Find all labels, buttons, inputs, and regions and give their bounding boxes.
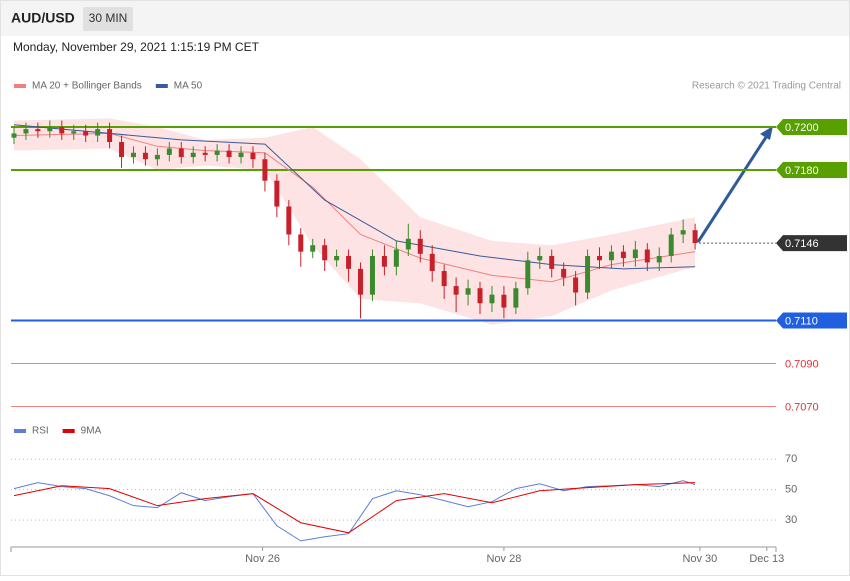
level-label: 0.7180 bbox=[785, 165, 819, 177]
candle-body bbox=[119, 142, 125, 158]
legend-swatch bbox=[14, 429, 26, 433]
rsi-line bbox=[13, 482, 696, 534]
candle-body bbox=[501, 294, 507, 308]
candle-body bbox=[632, 249, 638, 259]
candle-body bbox=[83, 131, 89, 136]
ma-line bbox=[13, 132, 696, 283]
candle-body bbox=[226, 150, 232, 158]
candle-body bbox=[692, 230, 698, 244]
candle-body bbox=[262, 159, 268, 181]
legend-label: RSI bbox=[32, 426, 49, 437]
level-label: 0.7110 bbox=[785, 315, 818, 327]
candle-body bbox=[154, 154, 160, 160]
candle-body bbox=[178, 148, 184, 158]
candle-body bbox=[465, 288, 471, 295]
legend-label: MA 20 + Bollinger Bands bbox=[32, 81, 142, 92]
candle-body bbox=[23, 129, 29, 134]
candle-body bbox=[417, 238, 423, 254]
candle-body bbox=[238, 152, 244, 158]
legend-swatch bbox=[14, 84, 26, 88]
candle-body bbox=[537, 255, 543, 261]
candle-body bbox=[597, 255, 603, 261]
symbol: AUD/USD bbox=[11, 10, 75, 26]
x-tick-label: Nov 28 bbox=[486, 553, 521, 565]
arrow-head bbox=[760, 126, 773, 140]
candle-body bbox=[322, 245, 328, 261]
interval[interactable]: 30 MIN bbox=[89, 11, 128, 25]
candle-body bbox=[107, 129, 113, 143]
candle-body bbox=[274, 180, 280, 207]
candle-body bbox=[393, 249, 399, 267]
candle-body bbox=[429, 253, 435, 272]
legend-label: 9MA bbox=[81, 426, 102, 437]
candle-body bbox=[441, 271, 447, 287]
candle-body bbox=[668, 234, 674, 256]
candle-body bbox=[358, 268, 364, 295]
candle-body bbox=[585, 255, 591, 293]
candle-body bbox=[608, 251, 614, 261]
candle-body bbox=[95, 129, 101, 136]
candle-body bbox=[381, 255, 387, 267]
candle-body bbox=[310, 245, 316, 252]
credit: Research © 2021 Trading Central bbox=[692, 81, 841, 92]
candle-body bbox=[190, 152, 196, 158]
candle-body bbox=[346, 255, 352, 269]
x-tick-label: Nov 26 bbox=[245, 553, 280, 565]
candle-body bbox=[202, 152, 208, 155]
level-tag bbox=[776, 235, 847, 252]
candle-body bbox=[142, 152, 148, 160]
level-label: 0.7146 bbox=[785, 238, 819, 250]
candle-body bbox=[250, 152, 256, 160]
rsi-line bbox=[13, 480, 696, 542]
candle-body bbox=[286, 206, 292, 235]
candle-body bbox=[573, 277, 579, 293]
candle-body bbox=[71, 131, 77, 134]
candle-body bbox=[644, 249, 650, 263]
level-label: 0.7090 bbox=[785, 358, 819, 370]
candle-body bbox=[656, 255, 662, 263]
candle-body bbox=[405, 238, 411, 250]
candle-body bbox=[214, 150, 220, 155]
legend-swatch bbox=[155, 84, 168, 88]
top-bar bbox=[1, 1, 849, 36]
level-tag bbox=[776, 312, 847, 329]
interval-button[interactable] bbox=[83, 7, 133, 31]
bollinger-band bbox=[13, 118, 696, 325]
level-label: 0.7070 bbox=[785, 401, 819, 413]
legend-swatch bbox=[62, 429, 75, 433]
y-tick-label: 70 bbox=[785, 453, 797, 465]
candle-body bbox=[130, 152, 136, 158]
y-tick-label: 30 bbox=[785, 514, 797, 526]
y-tick-label: 50 bbox=[785, 484, 797, 496]
candle-body bbox=[561, 268, 567, 278]
candle-body bbox=[369, 255, 375, 295]
candle-body bbox=[620, 251, 626, 259]
candle-body bbox=[59, 126, 65, 134]
candle-body bbox=[513, 288, 519, 308]
candle-body bbox=[477, 288, 483, 304]
legend-label: MA 50 bbox=[174, 81, 203, 92]
candle-body bbox=[35, 129, 41, 132]
level-tag bbox=[776, 161, 847, 178]
candle-body bbox=[11, 133, 17, 138]
candle-body bbox=[549, 255, 555, 269]
timestamp: Monday, November 29, 2021 1:15:19 PM CET bbox=[13, 40, 260, 54]
candle-body bbox=[525, 260, 531, 289]
level-label: 0.7200 bbox=[785, 122, 819, 134]
candle-body bbox=[166, 148, 172, 155]
level-tag bbox=[776, 118, 847, 135]
candle-body bbox=[680, 230, 686, 235]
candle-body bbox=[453, 286, 459, 295]
x-tick-label: Nov 30 bbox=[682, 553, 717, 565]
candle-body bbox=[298, 234, 304, 252]
candle-body bbox=[489, 294, 495, 304]
forecast-arrow bbox=[696, 130, 772, 243]
candle-body bbox=[47, 126, 53, 132]
candle-body bbox=[334, 255, 340, 261]
x-tick-label: Dec 13 bbox=[749, 553, 784, 565]
